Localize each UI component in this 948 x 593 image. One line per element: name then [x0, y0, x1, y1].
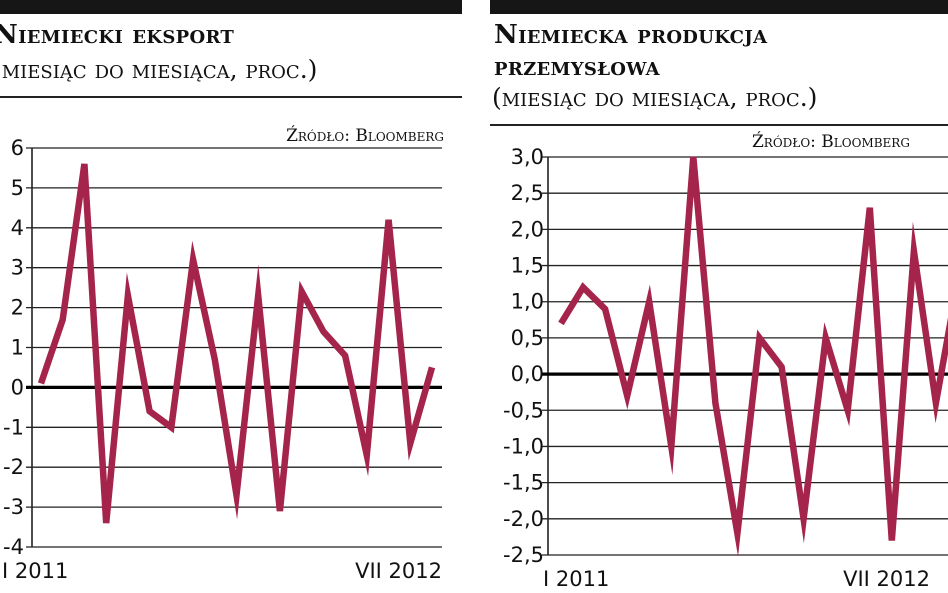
y-tick-label: 1,0 [511, 290, 544, 314]
y-tick-label: -2,5 [503, 543, 544, 567]
source-label: Źródło: Bloomberg [752, 132, 910, 152]
y-tick-label: -1,0 [503, 434, 544, 458]
y-tick-label: 2,0 [511, 217, 544, 241]
y-tick-label: 2 [11, 296, 24, 320]
chart-title-line1: Niemiecka produkcja [494, 20, 768, 50]
y-tick-label: -0,5 [503, 398, 544, 422]
chart-title: Niemiecki eksport [0, 20, 235, 50]
y-tick-label: 1 [11, 336, 24, 360]
export-line-chart: 6 5 4 3 2 1 0 -1 -2 -3 -4I 2011 VII 2012 [2, 136, 442, 583]
y-tick-label: -1 [3, 415, 24, 439]
y-tick-label: -2,0 [503, 507, 544, 531]
y-tick-label: 0,5 [511, 326, 544, 350]
y-tick-label: 4 [11, 216, 24, 240]
y-tick-label: 2,5 [511, 181, 544, 205]
x-end-label: VII 2012 [355, 559, 442, 583]
export-chart-panel: Niemiecki eksport (miesiąc do miesiąca, … [0, 0, 462, 593]
header-bar [0, 0, 462, 14]
y-tick-label: 5 [11, 176, 24, 200]
x-start-label: I 2011 [2, 559, 68, 583]
chart-subtitle: (miesiąc do miesiąca, proc.) [0, 55, 318, 84]
y-tick-label: -2 [3, 455, 24, 479]
series-line [558, 156, 948, 557]
title-rule [490, 124, 948, 126]
y-tick-label: -3 [3, 495, 24, 519]
chart-title-line2: przemysłowa [494, 52, 660, 82]
source-label: Źródło: Bloomberg [286, 126, 444, 146]
y-tick-label: -1,5 [503, 471, 544, 495]
y-tick-label: 0,0 [511, 362, 544, 386]
title-rule [0, 96, 462, 98]
x-start-label: I 2011 [543, 567, 609, 591]
production-line-chart: 3,0 2,5 2,0 1,5 1,0 0,5 0,0 -0,5 -1,0 -1,5 -2,0 -2,… [503, 145, 948, 591]
y-tick-label: 3 [11, 256, 24, 280]
y-tick-label: 3,0 [511, 145, 544, 169]
chart-subtitle: (miesiąc do miesiąca, proc.) [492, 83, 818, 112]
production-chart-panel: Niemiecka produkcja przemysłowa (miesiąc… [490, 0, 948, 593]
y-tick-label: 0 [11, 375, 24, 399]
y-tick-label: -4 [3, 535, 24, 559]
header-bar [490, 0, 948, 14]
y-tick-label: 6 [11, 136, 24, 160]
series-line [37, 163, 436, 524]
y-tick-label: 1,5 [511, 254, 544, 278]
x-end-label: VII 2012 [843, 567, 930, 591]
